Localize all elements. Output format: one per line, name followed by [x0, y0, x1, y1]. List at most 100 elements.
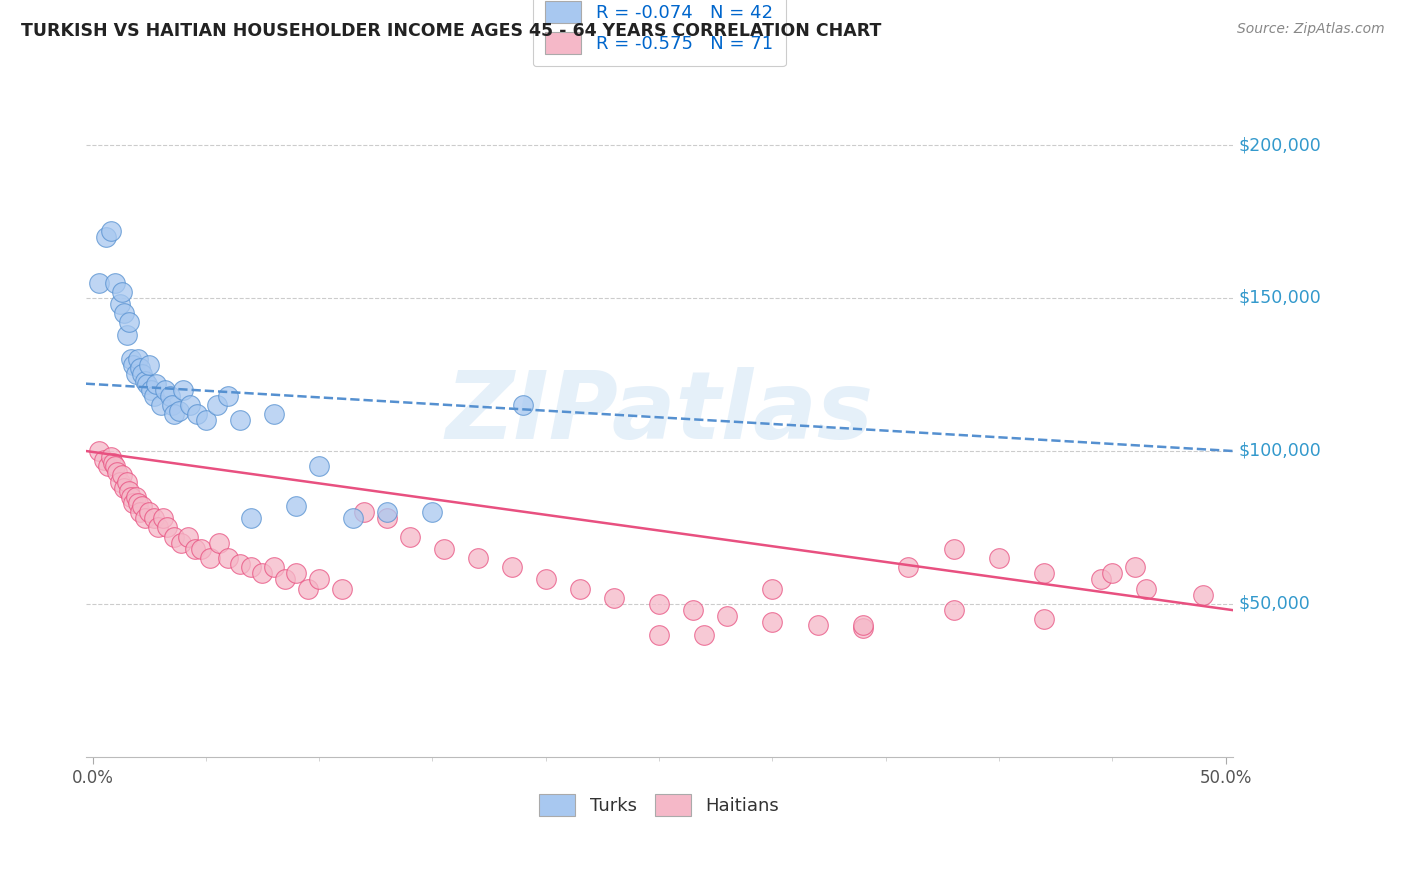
Point — [149, 398, 172, 412]
Point — [93, 453, 115, 467]
Point — [398, 530, 420, 544]
Point — [1135, 582, 1157, 596]
Point — [274, 573, 297, 587]
Point — [120, 490, 142, 504]
Point — [190, 541, 212, 556]
Point — [135, 376, 157, 391]
Point — [145, 376, 167, 391]
Point — [285, 499, 308, 513]
Point — [112, 481, 135, 495]
Text: $50,000: $50,000 — [1239, 595, 1310, 613]
Point — [107, 466, 129, 480]
Point — [177, 530, 200, 544]
Point — [131, 499, 153, 513]
Point — [159, 389, 181, 403]
Point — [141, 383, 163, 397]
Point — [229, 413, 252, 427]
Point — [648, 597, 671, 611]
Point — [129, 505, 152, 519]
Point — [124, 490, 146, 504]
Point — [172, 383, 194, 397]
Point — [205, 398, 228, 412]
Point — [142, 389, 165, 403]
Point — [353, 505, 375, 519]
Point — [134, 511, 156, 525]
Point — [101, 456, 124, 470]
Point — [104, 276, 127, 290]
Point — [308, 573, 330, 587]
Text: $150,000: $150,000 — [1239, 289, 1322, 307]
Point — [111, 468, 134, 483]
Point — [120, 352, 142, 367]
Point — [807, 618, 830, 632]
Point — [512, 398, 534, 412]
Point — [603, 591, 626, 605]
Point — [716, 609, 738, 624]
Point — [534, 573, 557, 587]
Text: $100,000: $100,000 — [1239, 442, 1322, 460]
Point — [1192, 588, 1215, 602]
Text: Source: ZipAtlas.com: Source: ZipAtlas.com — [1237, 22, 1385, 37]
Point — [134, 374, 156, 388]
Point — [108, 475, 131, 489]
Point — [1033, 612, 1056, 626]
Point — [138, 505, 160, 519]
Point — [118, 483, 141, 498]
Point — [89, 444, 111, 458]
Point — [112, 306, 135, 320]
Point — [153, 383, 176, 397]
Text: ZIPatlas: ZIPatlas — [446, 367, 873, 458]
Point — [122, 496, 145, 510]
Point — [682, 603, 704, 617]
Point — [111, 285, 134, 299]
Point — [693, 627, 716, 641]
Point — [115, 327, 138, 342]
Point — [194, 413, 217, 427]
Point — [124, 368, 146, 382]
Point — [170, 535, 193, 549]
Point — [285, 566, 308, 581]
Point — [501, 560, 523, 574]
Point — [648, 627, 671, 641]
Point — [297, 582, 319, 596]
Point — [433, 541, 456, 556]
Point — [263, 407, 285, 421]
Point — [263, 560, 285, 574]
Point — [100, 450, 122, 464]
Point — [375, 505, 398, 519]
Point — [138, 359, 160, 373]
Point — [1033, 566, 1056, 581]
Point — [167, 404, 190, 418]
Text: TURKISH VS HAITIAN HOUSEHOLDER INCOME AGES 45 - 64 YEARS CORRELATION CHART: TURKISH VS HAITIAN HOUSEHOLDER INCOME AG… — [21, 22, 882, 40]
Point — [942, 603, 965, 617]
Point — [89, 276, 111, 290]
Text: $200,000: $200,000 — [1239, 136, 1322, 154]
Point — [988, 551, 1011, 566]
Point — [330, 582, 353, 596]
Point — [467, 551, 489, 566]
Point — [152, 511, 174, 525]
Point — [1123, 560, 1146, 574]
Point — [179, 398, 201, 412]
Point — [129, 361, 152, 376]
Point — [240, 560, 263, 574]
Point — [308, 459, 330, 474]
Point — [218, 551, 240, 566]
Point — [94, 229, 117, 244]
Point — [127, 352, 149, 367]
Point — [148, 520, 170, 534]
Point — [156, 520, 179, 534]
Point — [761, 582, 783, 596]
Point — [186, 407, 208, 421]
Point — [218, 389, 240, 403]
Point — [1101, 566, 1123, 581]
Point — [375, 511, 398, 525]
Point — [183, 541, 205, 556]
Point — [142, 511, 165, 525]
Point — [163, 407, 186, 421]
Point — [942, 541, 965, 556]
Legend: Turks, Haitians: Turks, Haitians — [531, 787, 786, 823]
Point — [852, 618, 875, 632]
Point — [127, 496, 149, 510]
Point — [568, 582, 591, 596]
